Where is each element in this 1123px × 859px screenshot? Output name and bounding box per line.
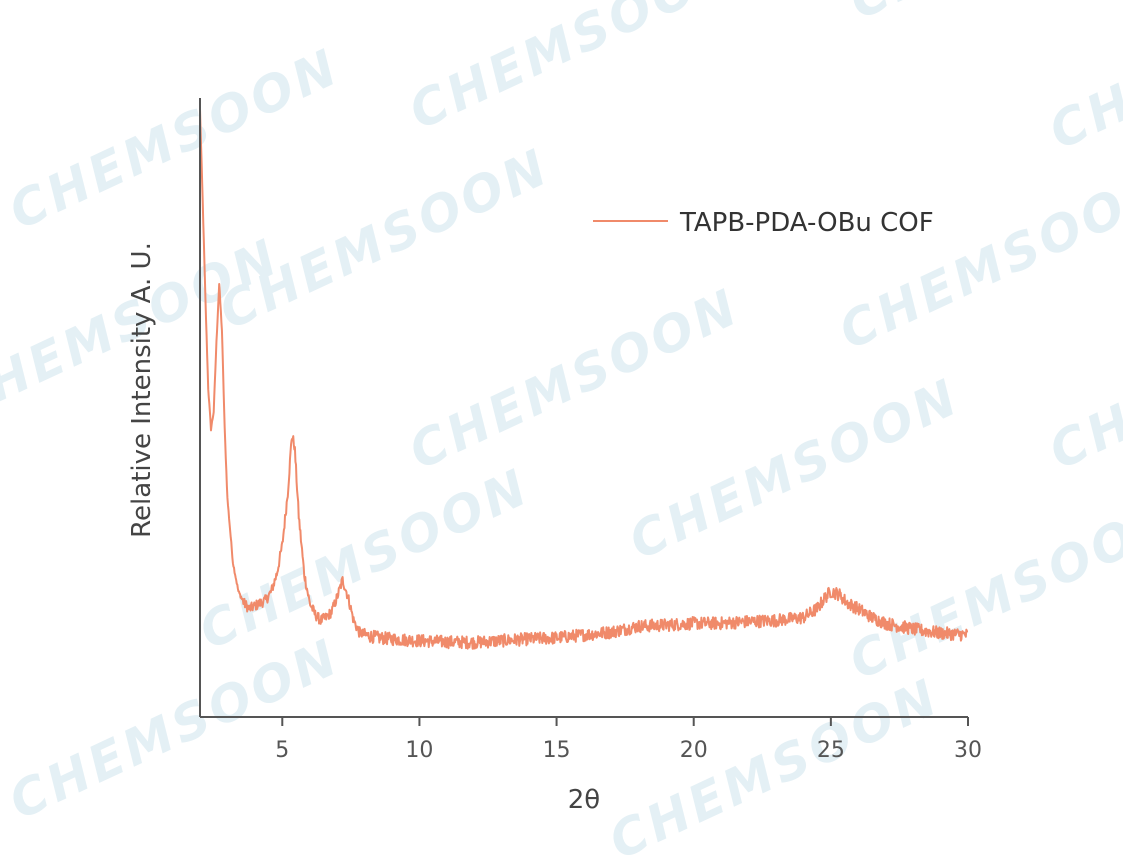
- x-tick-label: 30: [954, 738, 982, 763]
- watermark-text: CHEMSOON: [1041, 0, 1123, 161]
- watermark-text: CHEMSOON: [401, 0, 749, 141]
- watermark-text: CHEMSOON: [621, 367, 969, 571]
- plot-area: [199, 109, 969, 650]
- watermark-text: CHEMSOON: [841, 487, 1123, 691]
- y-axis-title: Relative Intensity A. U.: [127, 242, 157, 538]
- watermark-text: CHEMSOON: [601, 667, 949, 859]
- watermark-text: CHEMSOON: [831, 157, 1123, 361]
- series-line-tapb-pda-obu-cof: [199, 109, 969, 650]
- legend: TAPB-PDA-OBu COF: [593, 208, 934, 238]
- watermark-text: CHEMSOON: [1041, 277, 1123, 481]
- watermark-text: CHEMSOON: [1, 37, 349, 241]
- x-tick-label: 20: [680, 738, 708, 763]
- x-tick-label: 15: [543, 738, 571, 763]
- watermark-text: CHEMSOON: [401, 277, 749, 481]
- legend-label: TAPB-PDA-OBu COF: [679, 208, 934, 238]
- x-axis-title: 2θ: [568, 785, 600, 815]
- x-tick-label: 5: [275, 738, 289, 763]
- watermark-text: CHEMSOON: [841, 0, 1123, 31]
- axes: 5 10 15 20 25 30 2θ Relative Intensity A. U.: [127, 98, 982, 815]
- x-tick-label: 10: [405, 738, 433, 763]
- x-tick-label: 25: [817, 738, 845, 763]
- watermark-text: CHEMSOON: [1, 627, 349, 831]
